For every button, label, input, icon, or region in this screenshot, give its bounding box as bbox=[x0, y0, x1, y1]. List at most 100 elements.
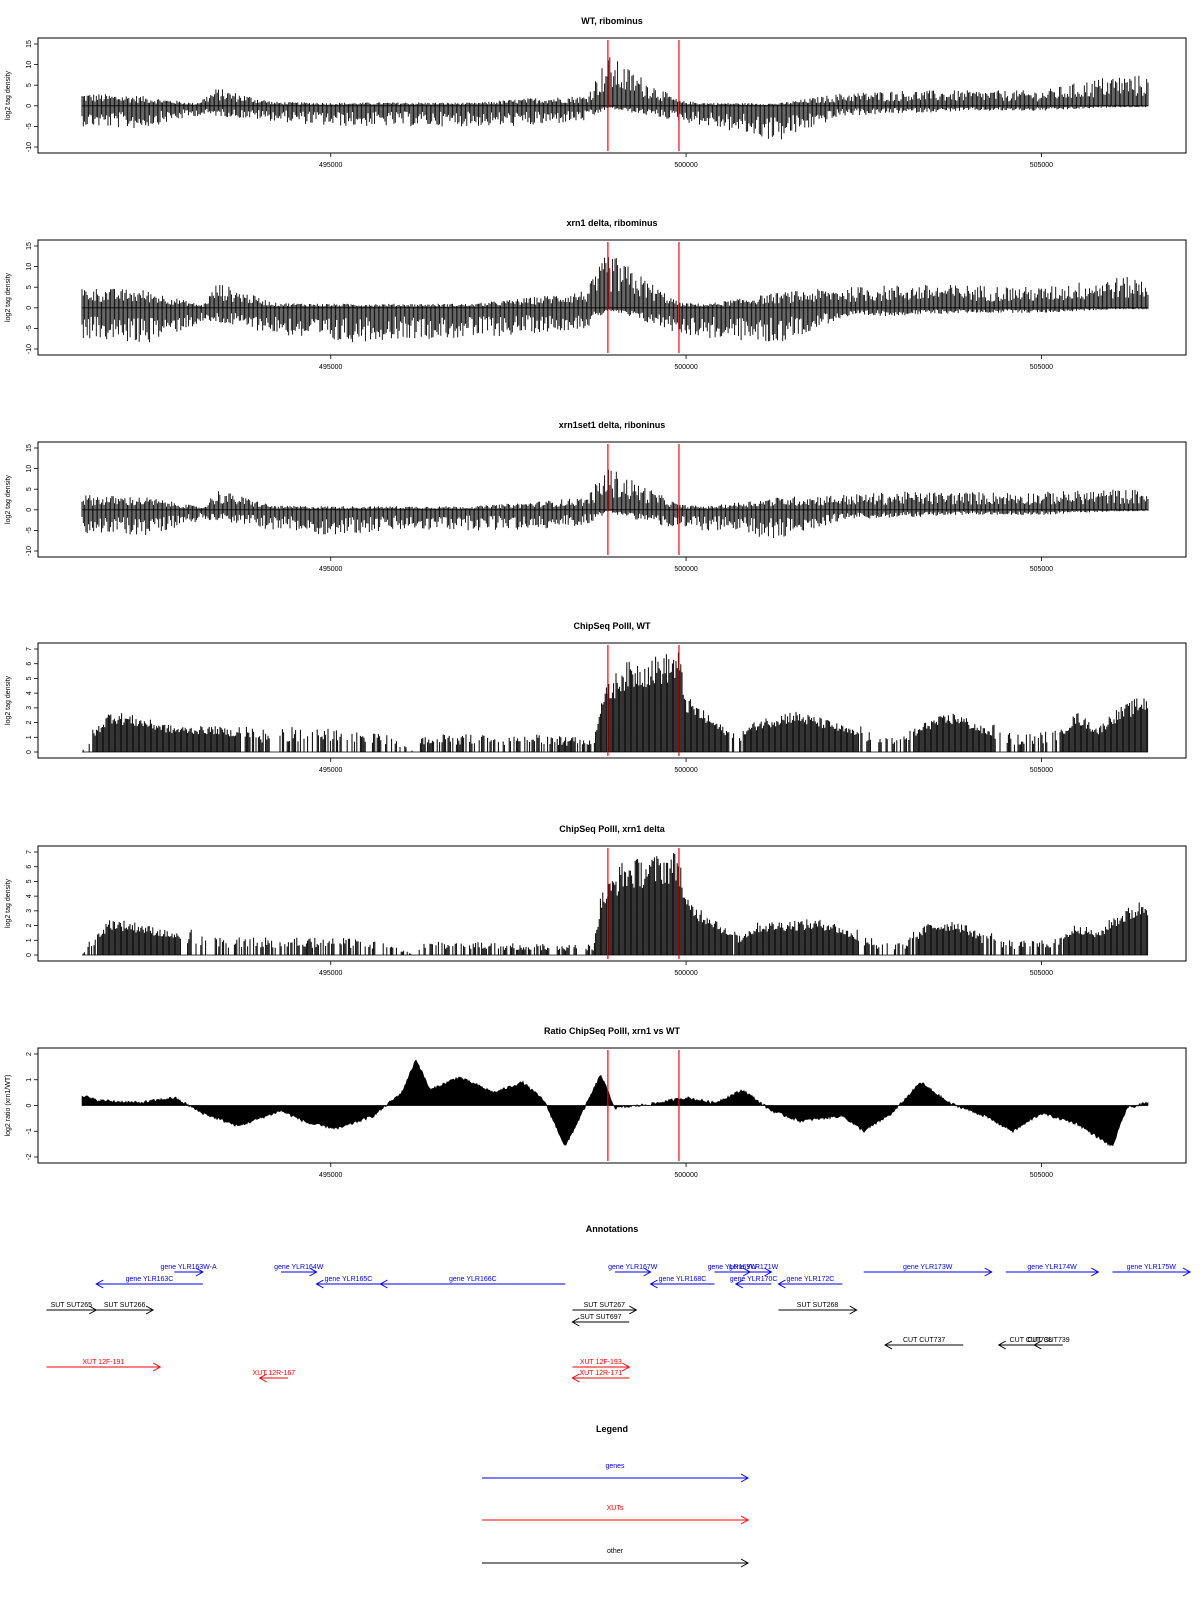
feature-label: gene YLR163W-A bbox=[161, 1264, 217, 1271]
legend-arrowhead bbox=[740, 1473, 750, 1483]
y-tick-label: 1 bbox=[26, 735, 33, 739]
annotation-feature[interactable]: XUT 12F-193 bbox=[572, 1359, 631, 1372]
x-tick-label: 500000 bbox=[674, 767, 697, 774]
y-tick-label: 5 bbox=[26, 285, 33, 289]
panel-1: WT, ribominus log2 tag density 15 10 5 0 -5 -10… bbox=[5, 16, 1187, 169]
annotation-feature[interactable]: gene YLR171W bbox=[729, 1264, 779, 1277]
feature-arrowhead bbox=[777, 1279, 786, 1289]
feature-arrowhead bbox=[309, 1267, 318, 1277]
feature-label: XUT 12R-171 bbox=[579, 1370, 622, 1377]
y-tick-label: 5 bbox=[26, 879, 33, 883]
annotation-feature[interactable]: gene YLR165C bbox=[315, 1276, 381, 1289]
feature-arrowhead bbox=[849, 1305, 858, 1315]
annotation-feature[interactable]: gene YLR172C bbox=[777, 1276, 843, 1289]
signal-path bbox=[82, 652, 1149, 752]
feature-arrowhead bbox=[764, 1267, 773, 1277]
feature-label: gene YLR170C bbox=[730, 1276, 778, 1283]
feature-label: XUT 12F-193 bbox=[580, 1359, 622, 1366]
x-tick-label: 505000 bbox=[1030, 970, 1053, 977]
y-tick-label: 2 bbox=[26, 924, 33, 928]
feature-arrowhead bbox=[1033, 1340, 1042, 1350]
annotation-feature[interactable]: SUT SUT268 bbox=[778, 1302, 858, 1315]
x-tick-label: 495000 bbox=[319, 767, 342, 774]
feature-label: SUT SUT266 bbox=[104, 1302, 146, 1309]
y-axis-label: log2 tag density bbox=[5, 272, 12, 322]
x-tick-label: 495000 bbox=[319, 566, 342, 573]
panel-title: xrn1 delta, ribominus bbox=[566, 218, 657, 228]
feature-arrowhead bbox=[884, 1340, 893, 1350]
feature-arrowhead bbox=[621, 1362, 631, 1372]
y-tick-label: 1 bbox=[26, 938, 33, 942]
y-tick-label: 4 bbox=[26, 894, 33, 898]
panel-title: ChipSeq PolII, WT bbox=[574, 621, 651, 631]
annotation-feature[interactable]: CUT CUT739 bbox=[1027, 1337, 1070, 1350]
legend-title: Legend bbox=[596, 1424, 628, 1434]
y-tick-label: 6 bbox=[26, 662, 33, 666]
annotation-feature[interactable]: gene YLR166C bbox=[379, 1276, 566, 1289]
annotation-feature[interactable]: gene YLR175W bbox=[1112, 1264, 1192, 1277]
feature-label: gene YLR165C bbox=[325, 1276, 373, 1283]
y-tick-label: 0 bbox=[26, 306, 33, 310]
x-tick-label: 500000 bbox=[674, 1172, 697, 1179]
x-tick-label: 505000 bbox=[1030, 162, 1053, 169]
plot-frame bbox=[37, 37, 1187, 154]
annotation-feature[interactable]: gene YLR163W-A bbox=[161, 1264, 217, 1277]
strand-bars bbox=[81, 469, 1149, 538]
panel-title: xrn1set1 delta, riboninus bbox=[559, 420, 666, 430]
annotation-feature[interactable]: SUT SUT265 bbox=[46, 1302, 98, 1315]
y-axis-label: log2 tag density bbox=[5, 675, 12, 725]
annotation-feature[interactable]: SUT SUT697 bbox=[571, 1314, 630, 1327]
annotation-feature[interactable]: gene YLR164W bbox=[274, 1264, 324, 1277]
panel-title: WT, ribominus bbox=[581, 16, 643, 26]
feature-label: SUT SUT267 bbox=[584, 1302, 626, 1309]
annotation-feature[interactable]: gene YLR163C bbox=[95, 1276, 203, 1289]
feature-arrowhead bbox=[571, 1317, 580, 1327]
annotation-feature[interactable]: XUT 12F-191 bbox=[46, 1359, 162, 1372]
annotation-feature[interactable]: gene YLR174W bbox=[1005, 1264, 1100, 1277]
feature-arrowhead bbox=[643, 1267, 652, 1277]
feature-arrowhead bbox=[571, 1373, 580, 1383]
annotation-feature[interactable]: gene YLR170C bbox=[730, 1276, 778, 1289]
y-axis-label: log2 tag density bbox=[5, 878, 12, 928]
signal-bars bbox=[81, 469, 1149, 538]
feature-arrowhead bbox=[629, 1305, 638, 1315]
annotation-feature[interactable]: CUT CUT737 bbox=[884, 1337, 964, 1350]
legend-item: other bbox=[482, 1548, 750, 1568]
feature-arrowhead bbox=[997, 1340, 1007, 1350]
x-tick-label: 495000 bbox=[319, 1172, 342, 1179]
y-tick-label: 4 bbox=[26, 691, 33, 695]
y-tick-label: 10 bbox=[26, 61, 33, 69]
y-tick-label: -10 bbox=[26, 546, 33, 556]
legend-arrowhead bbox=[740, 1515, 750, 1525]
feature-arrowhead bbox=[1091, 1267, 1100, 1277]
feature-arrowhead bbox=[95, 1279, 104, 1289]
y-tick-label: 10 bbox=[26, 263, 33, 271]
legend-label: XUTs bbox=[607, 1505, 624, 1512]
feature-label: gene YLR174W bbox=[1027, 1264, 1077, 1271]
annotation-feature[interactable]: gene YLR167W bbox=[608, 1264, 658, 1277]
x-tick-label: 500000 bbox=[674, 162, 697, 169]
signal-path bbox=[82, 853, 1149, 955]
annotation-feature[interactable]: gene YLR173W bbox=[863, 1264, 993, 1277]
feature-label: gene YLR168C bbox=[659, 1276, 707, 1283]
annotation-feature[interactable]: gene YLR168C bbox=[649, 1276, 715, 1289]
annotation-feature[interactable]: XUT 12R-171 bbox=[571, 1370, 630, 1383]
feature-label: SUT SUT265 bbox=[51, 1302, 93, 1309]
signal-bars bbox=[81, 257, 1149, 343]
y-tick-label: 10 bbox=[26, 465, 33, 473]
annotation-feature[interactable]: SUT SUT266 bbox=[96, 1302, 155, 1315]
y-tick-label: -5 bbox=[26, 123, 33, 129]
x-tick-label: 495000 bbox=[319, 162, 342, 169]
feature-arrowhead bbox=[258, 1373, 267, 1383]
annotation-feature[interactable]: SUT SUT267 bbox=[572, 1302, 638, 1315]
feature-label: XUT 12F-191 bbox=[82, 1359, 124, 1366]
panel-5: ChipSeq PolII, xrn1 delta log2 tag densit… bbox=[5, 824, 1187, 977]
annotation-feature[interactable]: XUT 12R-167 bbox=[253, 1370, 296, 1383]
y-tick-label: -10 bbox=[26, 344, 33, 354]
y-tick-label: 15 bbox=[26, 444, 33, 452]
feature-arrowhead bbox=[734, 1279, 744, 1289]
y-tick-label: 1 bbox=[26, 1078, 33, 1082]
feature-arrowhead bbox=[649, 1279, 658, 1289]
legend-arrowhead bbox=[740, 1558, 750, 1568]
feature-arrowhead bbox=[195, 1267, 204, 1277]
